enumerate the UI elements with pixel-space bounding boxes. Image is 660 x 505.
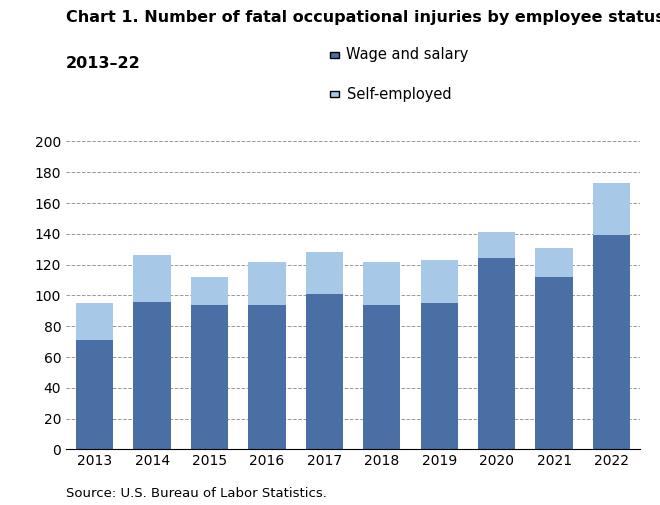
Text: Chart 1. Number of fatal occupational injuries by employee status, Tennessee,: Chart 1. Number of fatal occupational in… xyxy=(66,10,660,25)
Bar xyxy=(535,277,573,449)
Bar xyxy=(306,252,343,294)
Bar xyxy=(248,262,286,305)
Bar xyxy=(478,259,515,449)
Bar xyxy=(76,303,114,340)
Bar xyxy=(306,294,343,449)
Bar xyxy=(535,247,573,277)
Text: Wage and salary: Wage and salary xyxy=(346,47,469,62)
Bar xyxy=(133,256,171,301)
Bar xyxy=(363,262,401,305)
Bar xyxy=(363,305,401,449)
Bar xyxy=(76,340,114,449)
Text: Source: U.S. Bureau of Labor Statistics.: Source: U.S. Bureau of Labor Statistics. xyxy=(66,487,327,500)
Bar xyxy=(593,183,630,235)
Bar xyxy=(593,235,630,449)
Text: Self-employed: Self-employed xyxy=(346,87,451,102)
Bar xyxy=(248,305,286,449)
Bar xyxy=(420,260,458,303)
Bar xyxy=(191,277,228,305)
Bar xyxy=(191,305,228,449)
Text: 2013–22: 2013–22 xyxy=(66,56,141,71)
Bar xyxy=(420,303,458,449)
Bar xyxy=(478,232,515,259)
Bar xyxy=(133,301,171,449)
